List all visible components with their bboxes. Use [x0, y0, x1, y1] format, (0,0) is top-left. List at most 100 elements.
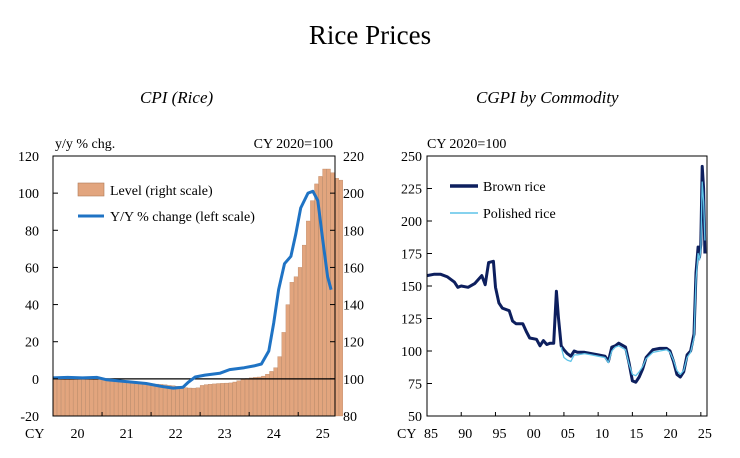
level-bar: [265, 374, 270, 417]
level-bar: [216, 383, 221, 417]
level-bar: [248, 377, 254, 417]
right-tick-label: 200: [343, 187, 364, 202]
x-prefix-label: CY: [25, 427, 44, 442]
left-tick-label: 100: [18, 187, 39, 202]
level-bar: [330, 172, 335, 417]
cpi-plot-frame: [52, 155, 336, 417]
y-tick-label: 125: [401, 313, 422, 328]
level-bar: [208, 384, 213, 417]
yoy-change-line: [52, 189, 333, 390]
level-bar: [134, 382, 139, 417]
y-tick-label: 200: [401, 215, 422, 230]
x-tick-label: 20: [664, 427, 678, 442]
level-bar: [269, 371, 274, 417]
level-bar: [240, 379, 245, 417]
level-bar: [314, 183, 319, 417]
y-tick-label: 50: [408, 410, 422, 425]
level-bar: [228, 382, 233, 417]
x-tick-label: 22: [169, 427, 183, 442]
level-bar: [85, 378, 90, 417]
y-tick-label: 150: [401, 280, 422, 295]
right-tick-label: 220: [343, 150, 364, 165]
level-bar: [224, 382, 229, 417]
cpi-chart: 120100806040200-202202001801601401201008…: [18, 137, 364, 442]
cgpi-chart-title: CGPI by Commodity: [476, 88, 619, 107]
level-bar: [187, 387, 192, 417]
level-bar: [142, 382, 147, 417]
legend-label-polished: Polished rice: [483, 207, 556, 222]
level-bar: [253, 377, 258, 417]
brown-rice-line: [426, 164, 707, 384]
y-tick-label: 175: [401, 248, 422, 263]
level-bar: [97, 379, 102, 417]
level-bar: [130, 381, 135, 417]
level-bar: [81, 378, 86, 417]
level-bar: [281, 332, 286, 417]
level-bar: [163, 384, 168, 417]
left-tick-label: 80: [25, 224, 39, 239]
y-tick-label: 250: [401, 150, 422, 165]
level-bar: [191, 387, 196, 417]
level-bar: [77, 378, 82, 417]
x-tick-label: 23: [218, 427, 232, 442]
level-bar: [150, 383, 155, 417]
left-axis-label: y/y % chg.: [55, 137, 115, 152]
legend-label-brown: Brown rice: [483, 180, 546, 195]
level-bar: [118, 380, 123, 417]
level-bar: [65, 378, 70, 417]
x-tick-label: 20: [71, 427, 85, 442]
left-tick-label: 40: [25, 299, 39, 314]
level-bar: [257, 376, 262, 417]
left-tick-label: -20: [20, 410, 39, 425]
level-bar: [204, 384, 209, 417]
level-bar: [199, 385, 205, 417]
level-bar: [302, 244, 307, 417]
level-bar: [56, 377, 62, 417]
level-bar: [154, 383, 160, 417]
legend-label-yoy: Y/Y % change (left scale): [110, 210, 255, 225]
level-bar: [277, 356, 282, 417]
level-bar: [236, 380, 241, 417]
level-bar: [69, 377, 74, 417]
level-bar: [297, 267, 303, 417]
level-bar: [293, 276, 298, 417]
level-bar: [232, 381, 237, 417]
level-bar: [114, 380, 119, 417]
right-tick-label: 120: [343, 336, 364, 351]
level-bar: [73, 377, 78, 417]
left-tick-label: 0: [32, 373, 39, 388]
level-bar: [212, 383, 217, 417]
level-bar: [61, 377, 66, 417]
level-bar: [220, 383, 225, 417]
x-tick-label: 85: [424, 427, 438, 442]
right-tick-label: 160: [343, 261, 364, 276]
level-bar: [273, 367, 278, 417]
right-tick-label: 80: [343, 410, 357, 425]
right-tick-label: 140: [343, 299, 364, 314]
level-bar: [171, 385, 176, 417]
left-tick-label: 60: [25, 261, 39, 276]
right-tick-label: 100: [343, 373, 364, 388]
left-tick-label: 120: [18, 150, 39, 165]
level-bar: [167, 385, 172, 417]
x-tick-label: 05: [561, 427, 575, 442]
level-bar: [179, 386, 184, 417]
level-bar: [146, 383, 151, 417]
x-tick-label: 25: [698, 427, 712, 442]
legend-label-level: Level (right scale): [110, 184, 213, 199]
level-bar: [306, 220, 311, 417]
x-tick-label: 24: [267, 427, 281, 442]
x-tick-label: 15: [629, 427, 643, 442]
level-bar: [183, 387, 188, 417]
legend-swatch-level: [77, 182, 105, 197]
y-tick-label: 225: [401, 183, 422, 198]
level-bar: [122, 381, 127, 417]
level-bar: [105, 379, 111, 417]
level-bar: [110, 380, 115, 417]
y-axis-label: CY 2020=100: [427, 137, 506, 152]
level-bar: [244, 378, 249, 417]
polished-rice-line: [560, 181, 706, 377]
page-title: Rice Prices: [308, 20, 432, 50]
